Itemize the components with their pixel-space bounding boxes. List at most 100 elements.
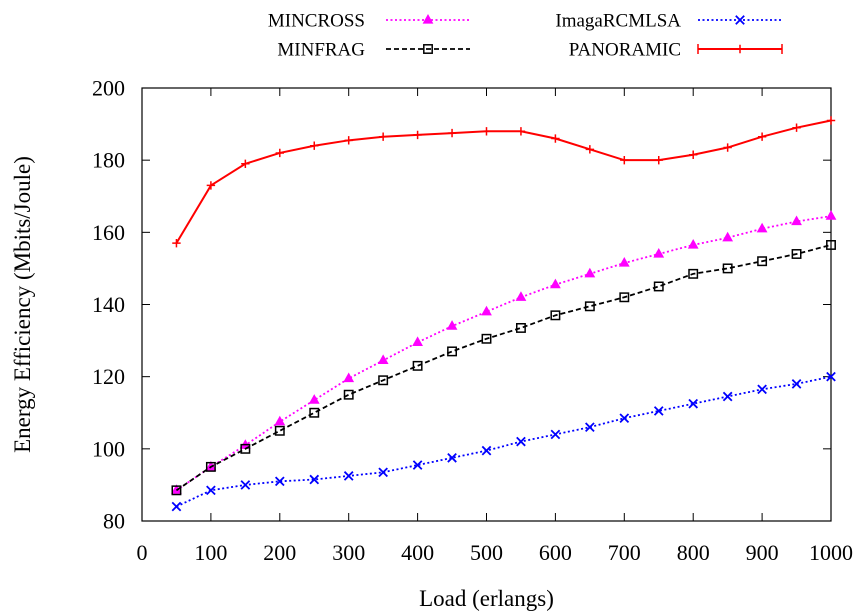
data-point-mincross: [308, 394, 320, 404]
data-point-minfrag: [619, 292, 630, 303]
data-point-panoramic: [723, 143, 732, 152]
data-point-mincross: [343, 372, 355, 383]
data-point-imagarcmlsa: [619, 413, 630, 423]
plot-area: 0 100 200 300 400 500 600 700 800 900 1000 80 100 12…: [92, 76, 853, 566]
data-point-minfrag: [688, 268, 699, 279]
series-panoramic: [172, 116, 836, 248]
series-line-minfrag: [175, 244, 832, 492]
data-point-mincross: [618, 256, 630, 267]
data-point-imagarcmlsa: [412, 460, 423, 470]
x-tick-label: 300: [332, 540, 365, 565]
data-point-imagarcmlsa: [791, 379, 802, 389]
legend-label: ImagaRCMLSA: [555, 11, 681, 32]
data-point-minfrag: [378, 375, 389, 386]
data-point-minfrag: [516, 323, 526, 333]
data-point-minfrag: [171, 485, 182, 496]
data-point-minfrag: [653, 281, 664, 292]
data-point-panoramic: [310, 141, 319, 150]
legend-marker: [735, 15, 745, 25]
data-point-imagarcmlsa: [757, 384, 767, 395]
x-tick-label: 900: [746, 540, 779, 565]
data-point-mincross: [274, 415, 286, 426]
data-point-panoramic: [482, 127, 491, 136]
data-point-panoramic: [172, 238, 181, 248]
data-point-minfrag: [309, 407, 320, 418]
data-point-mincross: [412, 336, 423, 346]
data-point-minfrag: [343, 389, 354, 400]
data-point-panoramic: [689, 150, 698, 159]
data-point-minfrag: [826, 240, 836, 250]
data-point-panoramic: [516, 127, 526, 136]
data-point-imagarcmlsa: [653, 406, 664, 416]
x-tick-label: 400: [401, 540, 434, 565]
x-tick-label: 800: [677, 540, 710, 565]
data-point-panoramic: [551, 134, 560, 143]
data-point-minfrag: [205, 461, 216, 472]
legend-item-panoramic: PANORAMIC: [569, 40, 783, 61]
series-line-mincross: [175, 215, 832, 492]
data-point-mincross: [756, 222, 768, 233]
legend-item-mincross: MINCROSS: [268, 11, 470, 32]
series-line-imagarcmlsa: [176, 375, 832, 508]
series-imagarcmlsa: [171, 371, 836, 512]
data-point-panoramic: [585, 145, 595, 154]
y-axis-title: Energy Efficiency (Mbits/Joule): [10, 156, 35, 453]
data-point-minfrag: [757, 256, 768, 267]
data-point-imagarcmlsa: [688, 398, 699, 409]
data-point-panoramic: [275, 148, 284, 158]
legend-item-minfrag: MINFRAG: [277, 40, 470, 61]
data-point-panoramic: [757, 132, 767, 141]
y-tick-label: 80: [103, 509, 125, 534]
legend-marker: [735, 44, 745, 54]
data-point-minfrag: [791, 249, 802, 259]
data-point-minfrag: [550, 310, 561, 321]
data-point-panoramic: [620, 155, 629, 165]
x-tick-label: 700: [608, 540, 641, 565]
data-point-imagarcmlsa: [722, 391, 733, 402]
data-point-panoramic: [344, 136, 353, 145]
data-point-minfrag: [274, 425, 285, 436]
data-point-panoramic: [826, 116, 836, 125]
data-point-mincross: [584, 267, 596, 278]
data-point-mincross: [550, 278, 561, 289]
data-point-imagarcmlsa: [516, 436, 526, 447]
data-point-imagarcmlsa: [447, 453, 457, 463]
data-point-minfrag: [447, 346, 458, 357]
data-point-imagarcmlsa: [274, 476, 285, 487]
data-point-minfrag: [481, 333, 492, 344]
data-point-imagarcmlsa: [343, 471, 354, 481]
data-point-mincross: [377, 354, 389, 365]
x-axis-title: Load (erlangs): [419, 586, 554, 611]
x-tick-label: 200: [263, 540, 296, 565]
y-tick-label: 120: [92, 364, 125, 389]
data-point-imagarcmlsa: [481, 445, 492, 456]
x-tick-label: 100: [194, 540, 227, 565]
data-point-imagarcmlsa: [171, 501, 182, 512]
legend-marker: [423, 44, 433, 54]
y-tick-label: 160: [92, 220, 125, 245]
data-point-minfrag: [412, 360, 423, 371]
data-point-panoramic: [206, 181, 216, 190]
data-point-mincross: [687, 238, 699, 249]
data-point-imagarcmlsa: [206, 485, 216, 496]
data-point-panoramic: [241, 159, 250, 168]
data-point-panoramic: [654, 155, 663, 165]
data-point-panoramic: [792, 123, 801, 132]
data-point-mincross: [722, 231, 734, 242]
data-point-minfrag: [584, 301, 595, 312]
legend: MINCROSS MINFRAG ImagaRCMLSA PANORAMIC: [268, 11, 783, 61]
plot-frame: [141, 87, 832, 522]
series-layer: [171, 116, 837, 512]
data-point-minfrag: [240, 443, 251, 454]
y-tick-label: 140: [92, 292, 125, 317]
data-point-minfrag: [722, 263, 733, 274]
data-point-mincross: [515, 291, 527, 301]
y-tick-label: 180: [92, 148, 125, 173]
legend-label: MINCROSS: [268, 11, 365, 32]
series-mincross: [171, 210, 837, 494]
y-tick-label: 200: [92, 76, 125, 101]
x-axis: 0 100 200 300 400 500 600 700 800 900 1000: [137, 88, 853, 565]
y-axis: 80 100 120 140 160 180 200: [92, 76, 831, 534]
data-point-imagarcmlsa: [550, 429, 561, 440]
